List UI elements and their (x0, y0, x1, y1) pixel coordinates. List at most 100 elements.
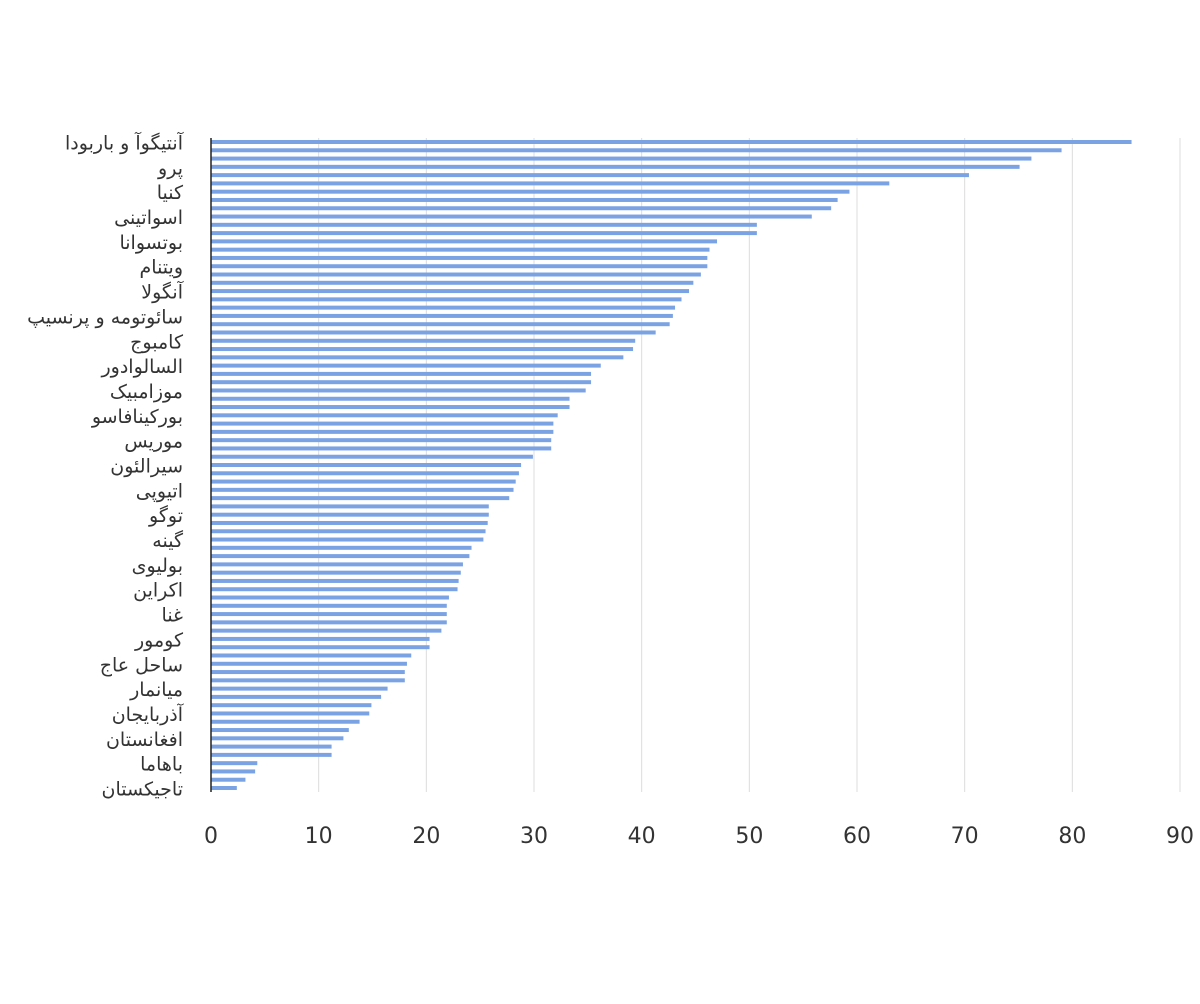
x-tick-label: 50 (735, 824, 763, 849)
bar (211, 620, 447, 625)
bar (211, 313, 673, 318)
bar (211, 164, 1020, 169)
bar (211, 686, 388, 691)
bar (211, 529, 486, 534)
y-tick-label: کامبوج (130, 331, 184, 353)
y-tick-label: کومور (134, 629, 184, 651)
x-tick-label: 60 (843, 824, 871, 849)
bar (211, 554, 470, 559)
y-tick-label: گینه (152, 529, 184, 552)
bar (211, 231, 757, 236)
bar (211, 504, 489, 509)
bar (211, 140, 1132, 144)
x-tick-label: 80 (1058, 824, 1086, 849)
bar (211, 388, 586, 393)
bar (211, 595, 449, 600)
y-tick-label: توگو (148, 504, 183, 527)
bar (211, 545, 472, 550)
bar (211, 396, 570, 401)
bar (211, 694, 382, 699)
bar (211, 330, 656, 335)
x-tick-label: 20 (412, 824, 440, 849)
bar (211, 297, 682, 302)
bar (211, 479, 516, 484)
bar (211, 570, 461, 575)
x-tick-label: 70 (951, 824, 979, 849)
y-tick-label: ویتنام (140, 257, 183, 279)
bar (211, 752, 332, 757)
bar (211, 670, 405, 675)
x-tick-label: 30 (520, 824, 548, 849)
y-tick-label: اسواتینی (114, 207, 183, 229)
bar (211, 512, 489, 517)
bar (211, 173, 969, 178)
y-tick-label: باهاما (140, 754, 183, 776)
bar (211, 562, 463, 567)
bar (211, 429, 554, 434)
bar (211, 181, 890, 186)
bar (211, 280, 694, 285)
bar (211, 471, 519, 476)
y-tick-label: اکراین (133, 580, 183, 602)
bar (211, 612, 447, 617)
bar (211, 728, 349, 733)
bar (211, 711, 370, 716)
bar (211, 380, 592, 385)
bar (211, 454, 533, 459)
bar (211, 719, 360, 724)
bar (211, 289, 690, 294)
x-tick-label: 0 (204, 824, 218, 849)
y-tick-label: کنیا (157, 182, 184, 204)
bar (211, 247, 710, 252)
bar (211, 413, 558, 418)
bar (211, 197, 838, 202)
bar (211, 496, 510, 501)
x-tick-label: 10 (305, 824, 333, 849)
bar (211, 371, 592, 376)
y-tick-label: سیرالئون (110, 456, 183, 478)
y-tick-label: آنتیگوآ و باربودا (65, 131, 184, 155)
bar (211, 628, 442, 633)
bar (211, 206, 832, 211)
bar (211, 463, 522, 467)
bar (211, 487, 514, 492)
x-tick-label: 40 (628, 824, 656, 849)
y-tick-label: سائوتومه و پرنسیپ (27, 306, 183, 328)
bar (211, 537, 484, 542)
bar (211, 363, 601, 368)
bar (211, 520, 488, 525)
y-tick-label: ساحل عاج (100, 654, 183, 676)
bar (211, 761, 258, 766)
bar (211, 305, 676, 310)
bar (211, 255, 708, 260)
bar (211, 678, 405, 683)
bar (211, 587, 458, 592)
bar (211, 603, 447, 608)
bar (211, 189, 850, 194)
bar (211, 421, 554, 426)
y-tick-label: السالوادور (100, 356, 183, 378)
bar (211, 786, 237, 790)
bar (211, 156, 1032, 161)
bar (211, 636, 430, 641)
y-tick-label: پرو (157, 157, 183, 179)
bar (211, 446, 552, 451)
y-tick-label: غنا (162, 605, 184, 627)
y-tick-label: بورکینافاسو (91, 406, 183, 428)
bar (211, 736, 344, 741)
y-tick-label: بوتسوانا (119, 232, 183, 254)
bar (211, 222, 757, 227)
bar (211, 703, 372, 708)
y-tick-label: تاجیکستان (102, 779, 183, 801)
bar (211, 405, 570, 410)
y-tick-label: بولیوی (132, 555, 183, 577)
bar (211, 148, 1062, 153)
x-tick-label: 90 (1166, 824, 1194, 849)
bar (211, 769, 256, 774)
bar (211, 744, 332, 749)
y-tick-label: موریس (124, 431, 183, 453)
bar (211, 322, 670, 327)
bar (211, 661, 407, 666)
bar (211, 338, 636, 343)
